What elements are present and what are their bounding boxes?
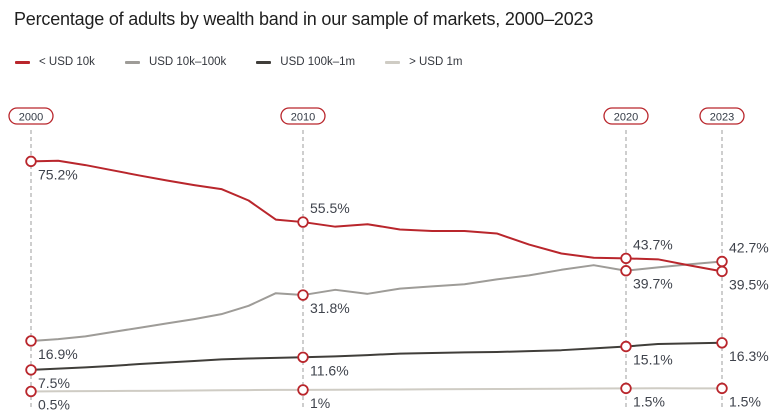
- data-point-marker: [297, 384, 309, 396]
- value-label: 42.7%: [729, 239, 769, 255]
- legend-item-2: USD 100k–1m: [256, 56, 355, 68]
- series-line-2: [30, 341, 723, 371]
- series-line-1: [30, 260, 723, 342]
- value-label: 16.9%: [38, 346, 78, 362]
- legend-label: USD 100k–1m: [280, 56, 356, 68]
- value-label: 11.6%: [310, 362, 349, 378]
- value-label: 75.2%: [38, 166, 78, 182]
- year-pill-label: 2010: [291, 112, 315, 124]
- data-point-marker: [25, 385, 37, 398]
- year-pill-label: 2000: [19, 112, 43, 124]
- year-pill: [603, 107, 649, 125]
- legend-label: USD 10k–100k: [148, 56, 227, 68]
- data-point-marker: [25, 155, 37, 168]
- value-label: 0.5%: [38, 396, 70, 412]
- data-point-marker: [620, 340, 632, 353]
- legend-swatch-icon: [15, 60, 30, 64]
- legend-item-0: < USD 10k: [15, 56, 95, 68]
- data-point-marker: [716, 255, 728, 268]
- legend-swatch-icon: [385, 60, 401, 64]
- year-pill-label: 2023: [710, 112, 734, 124]
- value-label: 31.8%: [310, 300, 350, 316]
- legend-swatch-icon: [124, 60, 140, 64]
- value-label: 15.1%: [633, 351, 673, 367]
- value-label: 16.3%: [729, 348, 769, 364]
- value-label: 1%: [310, 395, 330, 411]
- data-point-marker: [716, 265, 728, 278]
- data-point-marker: [716, 337, 728, 349]
- legend-swatch-icon: [256, 60, 272, 64]
- value-label: 1.5%: [729, 393, 761, 409]
- legend-label: > USD 1m: [409, 56, 463, 68]
- legend-item-1: USD 10k–100k: [124, 56, 227, 68]
- data-point-marker: [297, 351, 309, 363]
- value-label: 39.7%: [633, 276, 673, 292]
- data-point-marker: [25, 335, 37, 347]
- year-pill: [699, 107, 745, 125]
- year-pill: [8, 107, 54, 125]
- legend-item-3: > USD 1m: [385, 56, 462, 68]
- legend: < USD 10k USD 10k–100k USD 100k–1m > USD 1m: [15, 56, 462, 68]
- legend-label: < USD 10k: [39, 56, 95, 68]
- value-label: 7.5%: [38, 375, 70, 391]
- value-label: 55.5%: [310, 200, 350, 216]
- year-pill-label: 2020: [614, 112, 638, 124]
- data-point-marker: [297, 289, 309, 301]
- data-point-marker: [620, 265, 632, 277]
- data-point-marker: [620, 382, 632, 395]
- data-point-marker: [620, 252, 632, 265]
- value-label: 43.7%: [633, 236, 673, 252]
- data-point-marker: [297, 216, 309, 228]
- value-label: 1.5%: [633, 393, 665, 409]
- series-line-0: [30, 159, 723, 273]
- data-point-marker: [25, 364, 37, 376]
- chart-title: Percentage of adults by wealth band in o…: [14, 9, 594, 29]
- value-label: 39.5%: [729, 276, 769, 292]
- year-pill: [280, 107, 326, 125]
- series-line-3: [30, 387, 723, 393]
- data-point-marker: [716, 382, 728, 395]
